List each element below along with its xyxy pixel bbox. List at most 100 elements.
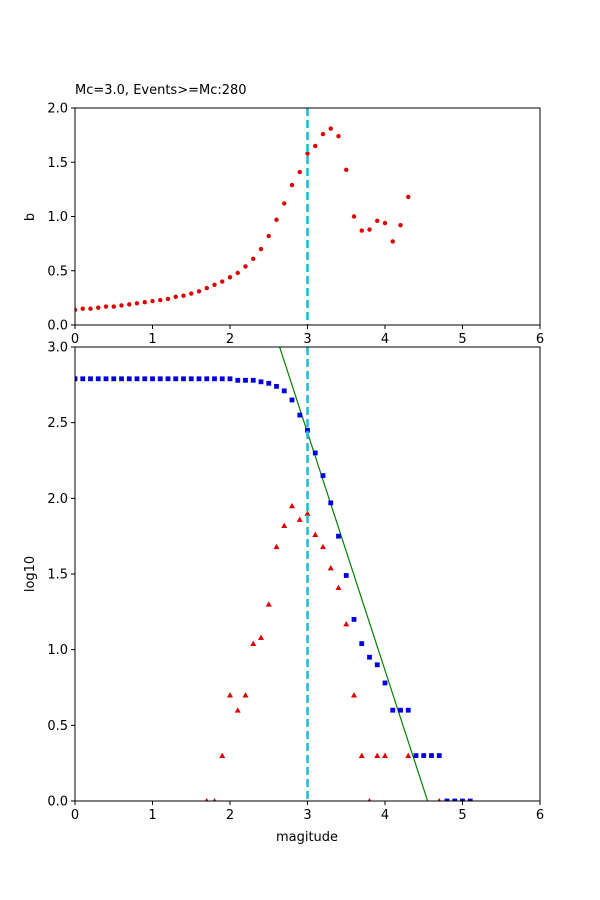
bottom-series0-point: [75, 376, 78, 382]
bottom-x-tick-label: 2: [226, 808, 234, 823]
top-y-axis-label: b: [23, 213, 38, 221]
bottom-series0-point: [452, 798, 458, 801]
top-series0-point: [88, 306, 93, 311]
bottom-series1-point: [219, 752, 226, 758]
bottom-series1-point: [382, 752, 388, 758]
top-chart-title: Mc=3.0, Events>=Mc:280: [75, 83, 247, 98]
bottom-series1-point: [358, 752, 365, 758]
top-series0-point: [344, 167, 349, 173]
bottom-series0-point: [444, 798, 450, 801]
bottom-series0-point: [343, 573, 349, 578]
bottom-x-tick-label: 6: [536, 808, 544, 823]
bottom-series0-point: [289, 397, 295, 403]
top-x-tick-label: 4: [381, 332, 389, 347]
top-series0-point: [96, 305, 101, 310]
bottom-x-tick-label: 0: [71, 808, 79, 823]
top-series0-point: [111, 304, 116, 309]
bottom-series0-point: [274, 383, 279, 389]
bottom-series0-point: [119, 376, 124, 382]
bottom-series0-point: [351, 617, 357, 622]
bottom-series0-point: [413, 753, 419, 758]
bottom-y-tick-label: 2.0: [47, 492, 68, 507]
bottom-y-axis-label: log10: [23, 556, 38, 592]
top-series0-point: [103, 304, 109, 309]
bottom-plot-area: [75, 347, 473, 801]
top-series0-point: [243, 264, 248, 269]
bottom-series0-point: [421, 753, 427, 758]
bottom-series0-point: [436, 753, 442, 758]
top-series0-point: [351, 214, 357, 219]
bottom-y-tick-label: 2.5: [47, 416, 68, 431]
bottom-series1-point: [437, 798, 441, 801]
bottom-series0-point: [188, 376, 194, 382]
bottom-series0-point: [367, 654, 372, 660]
bottom-series1-point: [304, 510, 311, 516]
bottom-series0-point: [467, 798, 473, 801]
bottom-series1-point: [250, 640, 257, 647]
bottom-series0-point: [204, 376, 210, 382]
bottom-series0-point: [305, 427, 310, 433]
bottom-series1-point: [289, 502, 295, 509]
bottom-fit-line: [279, 347, 429, 801]
top-x-tick-label: 6: [536, 332, 544, 347]
bottom-series0-point: [429, 753, 434, 758]
top-series0-point: [313, 143, 318, 149]
bottom-series1-point: [312, 531, 319, 538]
bottom-series1-point: [227, 692, 233, 698]
bottom-series0-point: [235, 377, 241, 383]
bottom-series0-point: [250, 377, 256, 383]
bottom-series0-point: [165, 376, 171, 382]
bottom-series0-point: [374, 662, 380, 668]
top-series0-point: [398, 222, 403, 228]
bottom-series0-point: [336, 533, 341, 539]
top-series0-point: [165, 296, 171, 302]
top-series0-point: [196, 289, 202, 294]
bottom-series1-point: [258, 634, 264, 640]
bottom-x-tick-label: 1: [148, 808, 156, 823]
bottom-x-tick-label: 3: [303, 808, 311, 823]
top-series0-point: [251, 256, 256, 262]
top-y-tick-label: 0.0: [47, 319, 68, 334]
bottom-x-axis-label: magitude: [276, 830, 338, 845]
bottom-series0-point: [88, 376, 93, 382]
bottom-series0-point: [328, 500, 334, 506]
bottom-series0-point: [111, 376, 117, 382]
top-series0-point: [266, 233, 271, 239]
bottom-y-tick-label: 1.0: [47, 643, 68, 658]
bottom-series1-point: [327, 564, 334, 571]
top-y-tick-label: 1.5: [47, 156, 68, 171]
top-series0-point: [134, 301, 140, 306]
top-series0-point: [189, 291, 194, 296]
top-series0-point: [227, 275, 233, 280]
top-series0-point: [375, 218, 380, 224]
bottom-y-tick-label: 3.0: [47, 341, 68, 356]
bottom-series0-point: [103, 376, 109, 382]
bottom-series1-point: [405, 752, 412, 758]
top-series0-point: [181, 293, 186, 298]
bottom-series1-point: [320, 543, 326, 550]
bottom-series0-point: [398, 707, 403, 713]
bottom-series0-point: [281, 388, 287, 394]
bottom-series0-point: [95, 376, 101, 382]
bottom-series0-point: [212, 376, 217, 382]
top-series0-point: [127, 302, 132, 307]
top-series0-point: [282, 201, 287, 206]
bottom-x-tick-label: 4: [381, 808, 389, 823]
bottom-series1-point: [367, 798, 372, 801]
top-series0-point: [235, 270, 240, 276]
bottom-series0-point: [134, 376, 140, 382]
top-series0-point: [75, 307, 78, 313]
bottom-series0-point: [126, 376, 132, 382]
bottom-series0-point: [219, 376, 225, 382]
bottom-series1-point: [273, 543, 280, 550]
top-series0-point: [220, 279, 225, 284]
top-series0-point: [204, 285, 209, 291]
bottom-series0-point: [320, 473, 326, 479]
top-series0-point: [289, 182, 295, 188]
bottom-series0-point: [173, 376, 179, 382]
bottom-series0-point: [382, 680, 388, 686]
bottom-series1-point: [212, 798, 217, 801]
bottom-series1-point: [343, 620, 350, 627]
top-series0-point: [305, 151, 310, 156]
